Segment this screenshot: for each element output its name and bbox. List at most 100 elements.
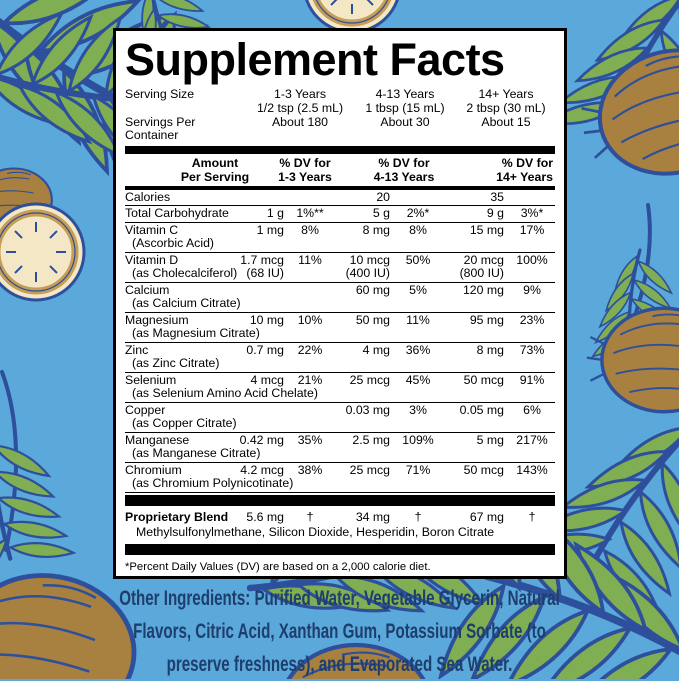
amount-1-3: 1 mg <box>237 224 289 251</box>
age-group-3: 14+ Years <box>457 88 555 102</box>
serving-size-3: 2 tbsp (30 mL) <box>457 102 555 116</box>
other-ingredients-line-3: preserve freshness), and Evaporated Sea … <box>95 649 584 681</box>
table-row-magnesium: Magnesium(as Magnesium Citrate) 10 mg 10… <box>125 313 555 343</box>
header-amount-per-serving: Amount Per Serving <box>125 157 265 185</box>
amount-14plus: 120 mg <box>441 284 509 311</box>
nutrient-name: Chromium <box>125 463 182 477</box>
amount-14plus: 20 mcg <box>464 253 504 267</box>
amount-1-3: 4.2 mcg <box>237 464 289 491</box>
amount-4-13: 5 g <box>331 207 395 221</box>
proprietary-blend-section: Proprietary Blend 5.6 mg † 34 mg † 67 mg… <box>125 508 555 543</box>
nutrient-source: (Ascorbic Acid) <box>125 237 237 251</box>
table-row-vitamin-d: Vitamin D(as Cholecalciferol) 1.7 mcg(68… <box>125 253 555 283</box>
dv-4-13: 5% <box>395 284 441 311</box>
dv-14plus: 143% <box>509 464 555 491</box>
dv-1-3: † <box>289 510 331 525</box>
dv-14plus: 217% <box>509 434 555 461</box>
age-group-1: 1-3 Years <box>247 88 353 102</box>
nutrient-name: Total Carbohydrate <box>125 206 229 220</box>
dv-14plus: 17% <box>509 224 555 251</box>
amount-14plus: 8 mg <box>441 344 509 371</box>
servings-per-container-3: About 15 <box>457 116 555 144</box>
dv-1-3 <box>289 404 331 431</box>
twig-left-decoration <box>0 372 77 591</box>
table-row-chromium: Chromium(as Chromium Polynicotinate) 4.2… <box>125 463 555 493</box>
nutrient-source: (as Magnesium Citrate) <box>125 327 237 341</box>
table-header: Amount Per Serving % DV for 1-3 Years % … <box>125 157 555 185</box>
nutrient-name: Calcium <box>125 283 169 297</box>
amount-iu-14plus: (800 IU) <box>441 267 504 281</box>
amount-14plus: 5 mg <box>441 434 509 461</box>
dv-4-13: 11% <box>395 314 441 341</box>
other-ingredients-line-1: Other Ingredients: Purified Water, Veget… <box>95 583 584 616</box>
dv-14plus: 91% <box>509 374 555 401</box>
amount-1-3: 0.42 mg <box>237 434 289 461</box>
dv-14plus: 23% <box>509 314 555 341</box>
table-row-selenium: Selenium(as Selenium Amino Acid Chelate)… <box>125 373 555 403</box>
servings-per-container-label: Servings Per Container <box>125 116 247 144</box>
dv-4-13: 8% <box>395 224 441 251</box>
table-row-copper: Copper(as Copper Citrate) 0.03 mg 3% 0.0… <box>125 403 555 433</box>
panel-title: Supplement Facts <box>125 37 555 82</box>
divider-bar-thick <box>125 495 555 506</box>
amount-14plus: 67 mg <box>441 510 509 525</box>
dv-14plus: 100% <box>509 254 555 281</box>
proprietary-blend-ingredients: Methylsulfonylmethane, Silicon Dioxide, … <box>125 525 555 540</box>
amount-4-13: 2.5 mg <box>331 434 395 461</box>
amount-4-13: 25 mcg <box>331 374 395 401</box>
dv-14plus <box>509 191 555 205</box>
proprietary-blend-name: Proprietary Blend <box>125 510 237 525</box>
amount-14plus: 50 mcg <box>441 374 509 401</box>
divider-bar-thick <box>125 146 555 154</box>
nutrient-name: Calories <box>125 190 170 204</box>
serving-size-label: Serving Size <box>125 88 247 102</box>
serving-size-1: 1/2 tsp (2.5 mL) <box>247 102 353 116</box>
dv-1-3: 38% <box>289 464 331 491</box>
dv-1-3: 22% <box>289 344 331 371</box>
nutrient-source: (as Chromium Polynicotinate) <box>125 477 237 491</box>
table-row-vitamin-c: Vitamin C(Ascorbic Acid) 1 mg 8% 8 mg 8%… <box>125 223 555 253</box>
dv-4-13: 109% <box>395 434 441 461</box>
servings-per-container-2: About 30 <box>353 116 457 144</box>
dv-4-13: 2%* <box>395 207 441 221</box>
amount-1-3 <box>237 284 289 311</box>
amount-14plus: 0.05 mg <box>441 404 509 431</box>
table-row-zinc: Zinc(as Zinc Citrate) 0.7 mg 22% 4 mg 36… <box>125 343 555 373</box>
nutrient-source: (as Cholecalciferol) <box>125 267 237 281</box>
header-dv-14plus: % DV for 14+ Years <box>463 157 555 185</box>
supplement-facts-panel: Supplement Facts Serving Size 1-3 Years … <box>113 28 567 579</box>
dv-4-13: 36% <box>395 344 441 371</box>
table-row-total-carbohydrate: Total Carbohydrate 1 g 1%** 5 g 2%* 9 g … <box>125 206 555 223</box>
nutrient-name: Selenium <box>125 373 176 387</box>
amount-14plus: 9 g <box>441 207 509 221</box>
footnote-1000-calorie: **Percent Daily Values (DV) are based on… <box>125 575 555 579</box>
nutrient-name: Magnesium <box>125 313 189 327</box>
dv-4-13 <box>395 191 441 205</box>
amount-1-3: 10 mg <box>237 314 289 341</box>
amount-1-3: 1.7 mcg <box>240 253 284 267</box>
nutrient-name: Vitamin D <box>125 253 178 267</box>
amount-14plus: 35 <box>441 191 509 205</box>
dv-1-3: 8% <box>289 224 331 251</box>
header-dv-4-13: % DV for 4-13 Years <box>345 157 463 185</box>
dv-14plus: 6% <box>509 404 555 431</box>
serving-info: Serving Size 1-3 Years 4-13 Years 14+ Ye… <box>125 88 555 143</box>
amount-14plus: 95 mg <box>441 314 509 341</box>
amount-4-13: 25 mcg <box>331 464 395 491</box>
dv-1-3: 11% <box>289 254 331 281</box>
amount-14plus: 15 mg <box>441 224 509 251</box>
table-row-calcium: Calcium(as Calcium Citrate) 60 mg 5% 120… <box>125 283 555 313</box>
footnote-2000-calorie: *Percent Daily Values (DV) are based on … <box>125 560 555 575</box>
amount-1-3 <box>237 404 289 431</box>
dv-14plus: 73% <box>509 344 555 371</box>
nutrient-source: (as Calcium Citrate) <box>125 297 237 311</box>
amount-4-13: 4 mg <box>331 344 395 371</box>
dv-4-13: 45% <box>395 374 441 401</box>
nutrient-source: (as Selenium Amino Acid Chelate) <box>125 387 237 401</box>
dv-14plus: 9% <box>509 284 555 311</box>
amount-1-3: 1 g <box>237 207 289 221</box>
dv-1-3: 1%** <box>289 207 331 221</box>
dv-4-13: 3% <box>395 404 441 431</box>
table-row-manganese: Manganese(as Manganese Citrate) 0.42 mg … <box>125 433 555 463</box>
